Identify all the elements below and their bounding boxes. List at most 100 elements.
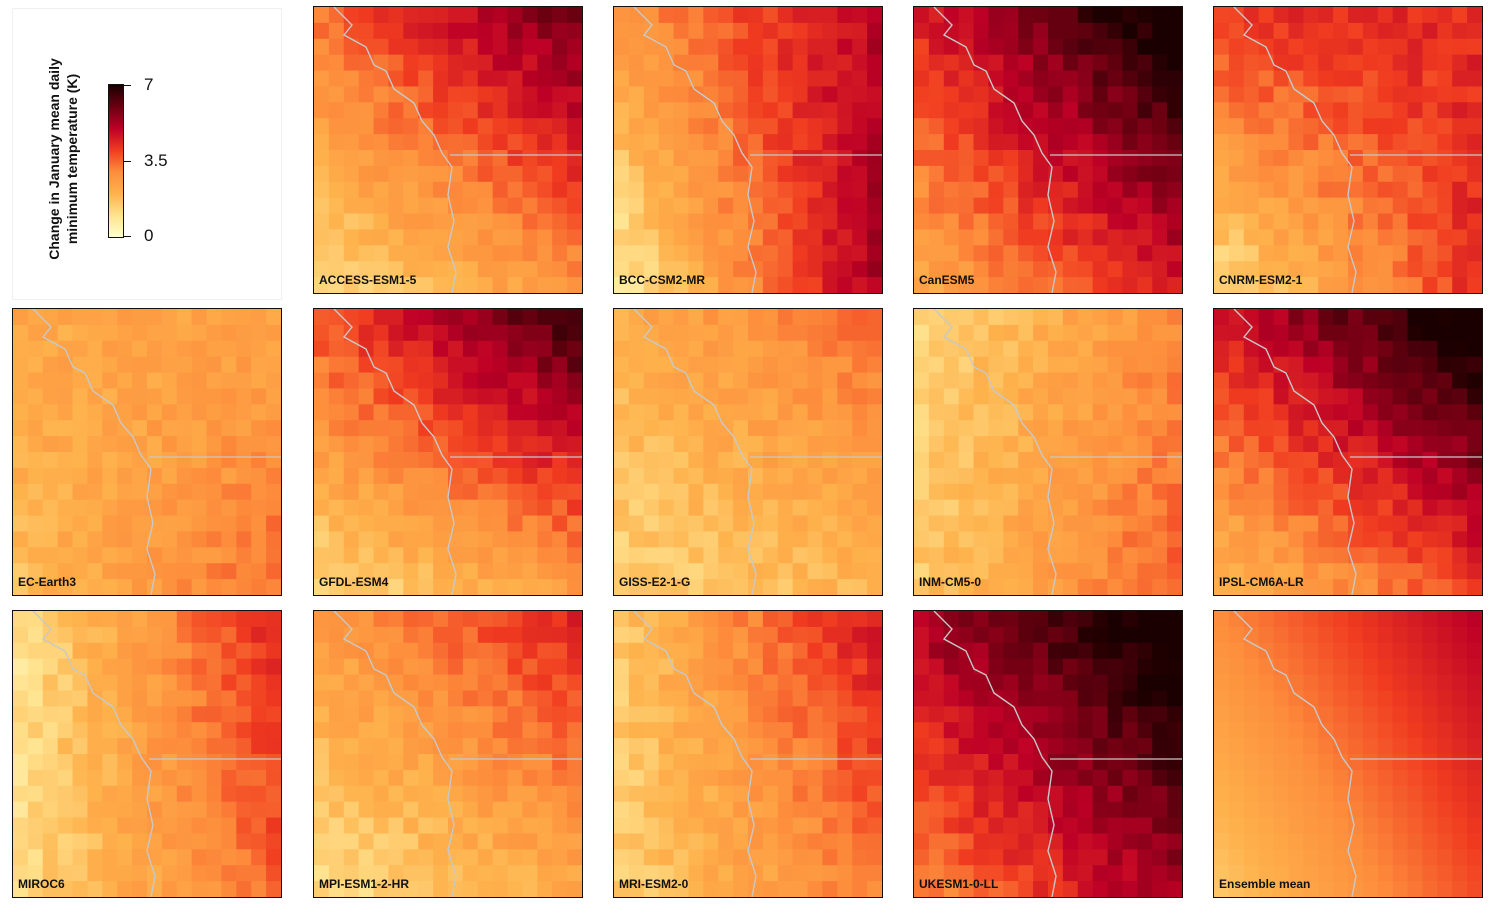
heatmap-cell <box>1228 579 1245 595</box>
heatmap-cell <box>206 801 223 819</box>
heatmap-cell <box>1333 134 1349 151</box>
heatmap-cell <box>448 674 464 692</box>
heatmap-cell <box>448 611 464 628</box>
heatmap-cell <box>1214 499 1230 517</box>
heatmap-cell <box>688 22 704 40</box>
heatmap-cell <box>1273 213 1290 231</box>
heatmap-cell <box>1303 54 1319 72</box>
heatmap-cell <box>206 674 223 692</box>
heatmap-cell <box>1377 690 1394 707</box>
heatmap-cell <box>852 388 868 405</box>
heatmap-cell <box>1228 340 1245 358</box>
heatmap-cell <box>1018 849 1034 866</box>
heatmap-cell <box>1152 181 1168 199</box>
heatmap-cell <box>448 738 464 755</box>
heatmap-cell <box>673 817 690 835</box>
heatmap-cell <box>1137 150 1153 167</box>
heatmap-cell <box>762 817 779 835</box>
heatmap-cell <box>614 150 630 167</box>
heatmap-cell <box>1062 483 1079 501</box>
heatmap-cell <box>251 674 267 692</box>
heatmap-cell <box>1422 150 1438 167</box>
heatmap-cell <box>1362 197 1379 215</box>
heatmap-cell <box>1062 324 1079 342</box>
heatmap-cell <box>328 563 345 580</box>
heatmap-cell <box>718 356 734 374</box>
heatmap-cell <box>236 785 252 803</box>
heatmap-cell <box>1152 785 1168 803</box>
heatmap-cell <box>1167 245 1182 262</box>
heatmap-cell <box>567 309 582 326</box>
heatmap-cell <box>928 356 945 374</box>
heatmap-cell <box>928 452 945 469</box>
heatmap-cell <box>1273 404 1290 421</box>
heatmap-cell <box>1422 118 1438 135</box>
heatmap-cell <box>1214 738 1230 755</box>
heatmap-cell <box>703 881 719 897</box>
heatmap-cell <box>1303 452 1319 469</box>
heatmap-cell <box>643 213 660 231</box>
heatmap-cell <box>703 579 719 595</box>
heatmap-cell <box>943 277 960 293</box>
heatmap-cell <box>1288 324 1304 342</box>
heatmap-cell <box>837 467 853 485</box>
heatmap-cell <box>1437 356 1453 374</box>
panel-label: GFDL-ESM4 <box>319 575 389 589</box>
heatmap-cell <box>1437 769 1453 787</box>
heatmap-cell <box>477 865 494 882</box>
heatmap-cell <box>314 865 330 882</box>
heatmap-cell <box>221 420 237 437</box>
heatmap-cell <box>477 261 494 278</box>
heatmap-cell <box>943 7 960 24</box>
heatmap-cell <box>433 452 449 469</box>
heatmap-cell <box>87 547 103 564</box>
heatmap-cell <box>718 738 734 755</box>
heatmap-cell <box>658 165 675 183</box>
heatmap-cell <box>973 324 990 342</box>
heatmap-cell <box>1318 658 1334 676</box>
heatmap-cell <box>72 531 89 548</box>
heatmap-cell <box>176 674 193 692</box>
heatmap-cell <box>792 785 809 803</box>
heatmap-cell <box>462 626 479 644</box>
heatmap-cell <box>13 817 29 835</box>
heatmap-cell <box>206 388 223 405</box>
heatmap-cell <box>102 499 118 517</box>
heatmap-cell <box>792 817 809 835</box>
heatmap-cell <box>1273 579 1290 595</box>
heatmap-cell <box>807 86 824 103</box>
heatmap-cell <box>448 309 464 326</box>
heatmap-cell <box>777 563 794 580</box>
heatmap-cell <box>792 245 809 262</box>
heatmap-cell <box>373 7 390 24</box>
heatmap-cell <box>206 531 223 548</box>
heatmap-cell <box>1033 134 1049 151</box>
heatmap-cell <box>988 769 1004 787</box>
heatmap-cell <box>958 849 975 866</box>
heatmap-cell <box>42 817 59 835</box>
heatmap-cell <box>147 706 163 723</box>
heatmap-cell <box>358 229 375 246</box>
panel-label: CNRM-ESM2-1 <box>1219 273 1303 287</box>
heatmap-cell <box>1288 642 1304 660</box>
heatmap-cell <box>1407 197 1424 215</box>
heatmap-cell <box>448 86 464 103</box>
heatmap-cell <box>507 261 524 278</box>
heatmap-cell <box>1392 245 1409 262</box>
heatmap-cell <box>1348 309 1364 326</box>
heatmap-cell <box>1033 865 1049 882</box>
heatmap-cell <box>448 579 464 595</box>
heatmap-cell <box>688 611 704 628</box>
heatmap-cell <box>433 388 449 405</box>
heatmap-cell <box>314 324 330 342</box>
heatmap-cell <box>837 245 853 262</box>
heatmap-cell <box>314 531 330 548</box>
heatmap-cell <box>1303 324 1319 342</box>
heatmap-cell <box>914 54 930 72</box>
heatmap-cell <box>1422 229 1438 246</box>
heatmap-cell <box>1167 833 1182 850</box>
heatmap-cell <box>1452 642 1468 660</box>
heatmap-cell <box>403 817 419 835</box>
heatmap-cell <box>673 436 690 453</box>
heatmap-cell <box>777 801 794 819</box>
